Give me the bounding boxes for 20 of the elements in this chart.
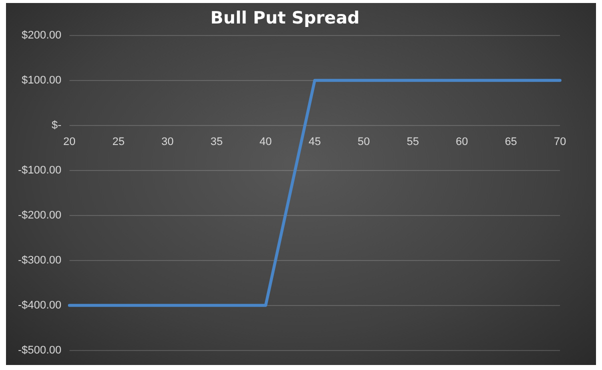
y-tick-label: -$300.00 — [18, 254, 62, 266]
x-tick-label: 25 — [112, 136, 125, 148]
y-tick-label: $200.00 — [22, 29, 62, 42]
x-tick-label: 60 — [456, 136, 468, 148]
y-tick-label: -$200.00 — [18, 209, 62, 222]
chart-title: Bull Put Spread — [210, 8, 360, 29]
y-tick-label: $- — [52, 119, 62, 132]
x-tick-label: 40 — [260, 136, 272, 148]
x-tick-label: 35 — [210, 136, 223, 148]
y-tick-label: -$400.00 — [18, 299, 62, 312]
y-tick-label: -$100.00 — [18, 164, 62, 176]
x-tick-label: 30 — [161, 136, 174, 148]
x-tick-label: 70 — [554, 136, 566, 148]
y-tick-label: $100.00 — [22, 74, 62, 86]
x-tick-label: 50 — [358, 136, 370, 148]
x-tick-label: 20 — [63, 136, 76, 148]
x-tick-label: 65 — [504, 136, 518, 148]
x-tick-label: 55 — [406, 136, 419, 148]
y-tick-label: -$500.00 — [18, 344, 62, 356]
x-tick-label: 45 — [308, 136, 321, 148]
